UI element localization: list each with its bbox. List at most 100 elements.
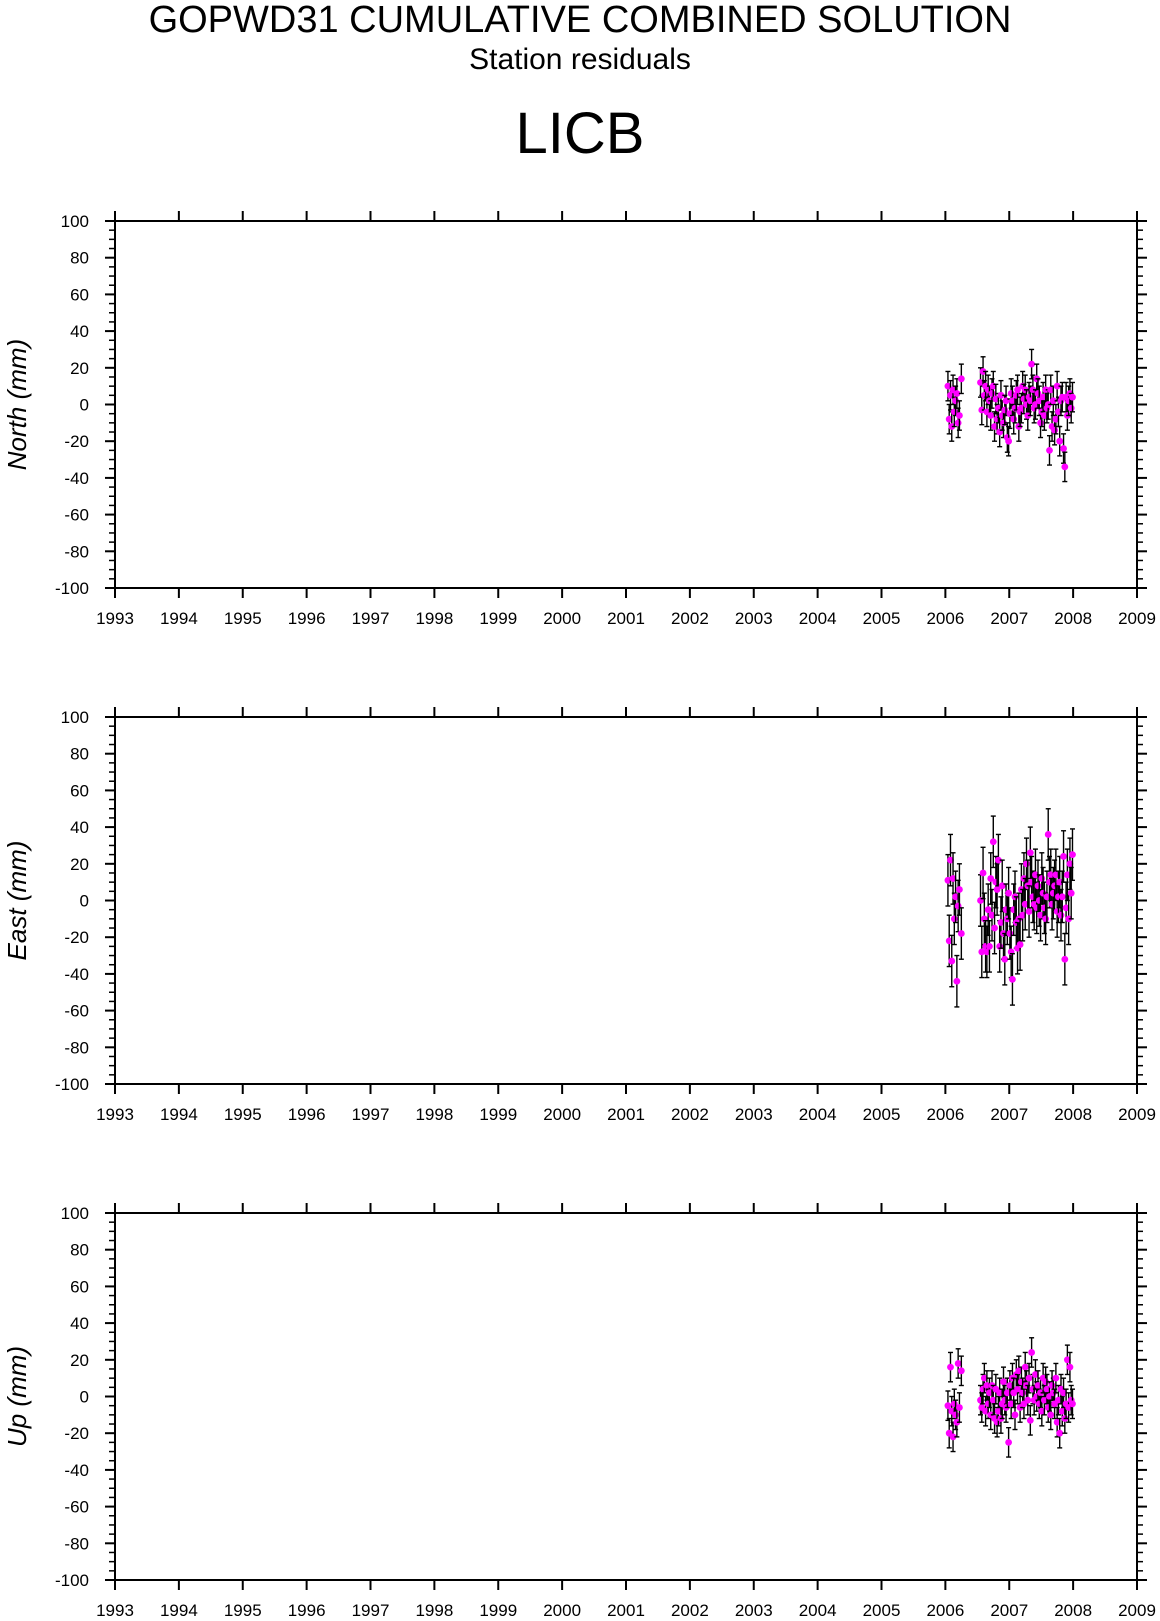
y-tick-label: 20 (70, 359, 89, 378)
y-tick-label: 80 (70, 249, 89, 268)
data-point (1028, 1338, 1035, 1367)
x-tick-label: 2001 (607, 1105, 645, 1124)
y-tick-label: -100 (55, 1571, 89, 1590)
data-point (1005, 1428, 1012, 1457)
x-tick-label: 1994 (160, 609, 198, 628)
data-point (1028, 349, 1035, 378)
x-tick-label: 2001 (607, 1601, 645, 1620)
x-tick-label: 2006 (926, 609, 964, 628)
y-tick-label: -20 (64, 432, 89, 451)
data-point (945, 1391, 952, 1420)
data-point (1009, 954, 1016, 1005)
y-tick-label: -20 (64, 1424, 89, 1443)
x-tick-label: 1998 (415, 1105, 453, 1124)
data-point (953, 956, 960, 1007)
x-tick-label: 1993 (96, 609, 134, 628)
x-tick-label: 2001 (607, 609, 645, 628)
x-tick-label: 1997 (352, 1105, 390, 1124)
x-tick-label: 2000 (543, 1601, 581, 1620)
x-tick-label: 2007 (990, 609, 1028, 628)
x-tick-label: 2004 (799, 609, 837, 628)
x-tick-label: 2003 (735, 1601, 773, 1620)
y-axis-label: Up (mm) (2, 1346, 32, 1447)
x-tick-label: 2002 (671, 1601, 709, 1620)
panel-1: 1993199419951996199719981999200020012002… (2, 707, 1156, 1124)
x-tick-label: 2008 (1054, 609, 1092, 628)
x-tick-label: 2000 (543, 609, 581, 628)
x-tick-label: 2004 (799, 1105, 837, 1124)
y-axis-label: East (mm) (2, 841, 32, 961)
x-tick-label: 1998 (415, 1601, 453, 1620)
x-tick-label: 1993 (96, 1105, 134, 1124)
x-tick-label: 2003 (735, 609, 773, 628)
x-tick-label: 2002 (671, 609, 709, 628)
y-tick-label: 100 (61, 708, 89, 727)
data-point (1061, 452, 1068, 481)
x-tick-label: 2007 (990, 1105, 1028, 1124)
x-tick-label: 2004 (799, 1601, 837, 1620)
data-point (1069, 1389, 1076, 1418)
x-tick-label: 2009 (1118, 609, 1156, 628)
x-tick-label: 2006 (926, 1105, 964, 1124)
y-tick-label: 20 (70, 855, 89, 874)
y-tick-label: -60 (64, 1498, 89, 1517)
x-tick-label: 2009 (1118, 1601, 1156, 1620)
y-tick-label: 80 (70, 745, 89, 764)
y-tick-label: 0 (80, 396, 89, 415)
y-tick-label: -100 (55, 1075, 89, 1094)
x-tick-label: 1996 (288, 609, 326, 628)
x-tick-label: 1995 (224, 609, 262, 628)
x-tick-label: 1995 (224, 1601, 262, 1620)
y-tick-label: 100 (61, 1204, 89, 1223)
y-tick-label: -80 (64, 542, 89, 561)
x-tick-label: 1997 (352, 1601, 390, 1620)
x-tick-label: 1993 (96, 1601, 134, 1620)
panel-2: 1993199419951996199719981999200020012002… (2, 1203, 1156, 1620)
y-tick-label: -80 (64, 1038, 89, 1057)
y-tick-label: -40 (64, 965, 89, 984)
y-tick-label: 0 (80, 892, 89, 911)
y-tick-label: -60 (64, 1002, 89, 1021)
x-tick-label: 2006 (926, 1601, 964, 1620)
data-point (947, 1352, 954, 1381)
x-tick-label: 2002 (671, 1105, 709, 1124)
x-tick-label: 2000 (543, 1105, 581, 1124)
x-tick-label: 1995 (224, 1105, 262, 1124)
x-tick-label: 1994 (160, 1105, 198, 1124)
y-tick-label: 100 (61, 212, 89, 231)
y-tick-label: 20 (70, 1351, 89, 1370)
x-tick-label: 2005 (863, 609, 901, 628)
y-tick-label: -20 (64, 928, 89, 947)
y-tick-label: 40 (70, 818, 89, 837)
y-tick-label: 60 (70, 1277, 89, 1296)
y-axis-label: North (mm) (2, 339, 32, 470)
panel-0: 1993199419951996199719981999200020012002… (2, 211, 1156, 628)
x-tick-label: 2005 (863, 1105, 901, 1124)
y-tick-label: 60 (70, 781, 89, 800)
y-tick-label: 80 (70, 1241, 89, 1260)
y-tick-label: -100 (55, 579, 89, 598)
x-tick-label: 1998 (415, 609, 453, 628)
x-tick-label: 2008 (1054, 1601, 1092, 1620)
y-tick-label: -40 (64, 1461, 89, 1480)
x-tick-label: 2003 (735, 1105, 773, 1124)
x-tick-label: 2009 (1118, 1105, 1156, 1124)
y-tick-label: -40 (64, 469, 89, 488)
x-tick-label: 2008 (1054, 1105, 1092, 1124)
x-tick-label: 1999 (479, 609, 517, 628)
y-tick-label: 60 (70, 285, 89, 304)
data-point (958, 364, 965, 393)
x-tick-label: 1994 (160, 1601, 198, 1620)
x-tick-label: 2007 (990, 1601, 1028, 1620)
y-tick-label: 0 (80, 1388, 89, 1407)
x-tick-label: 1999 (479, 1105, 517, 1124)
x-tick-label: 1997 (352, 609, 390, 628)
x-tick-label: 1996 (288, 1601, 326, 1620)
y-tick-label: -60 (64, 506, 89, 525)
data-point (999, 860, 1006, 911)
y-tick-label: 40 (70, 1314, 89, 1333)
y-tick-label: -80 (64, 1534, 89, 1553)
x-tick-label: 1996 (288, 1105, 326, 1124)
x-tick-label: 2005 (863, 1601, 901, 1620)
